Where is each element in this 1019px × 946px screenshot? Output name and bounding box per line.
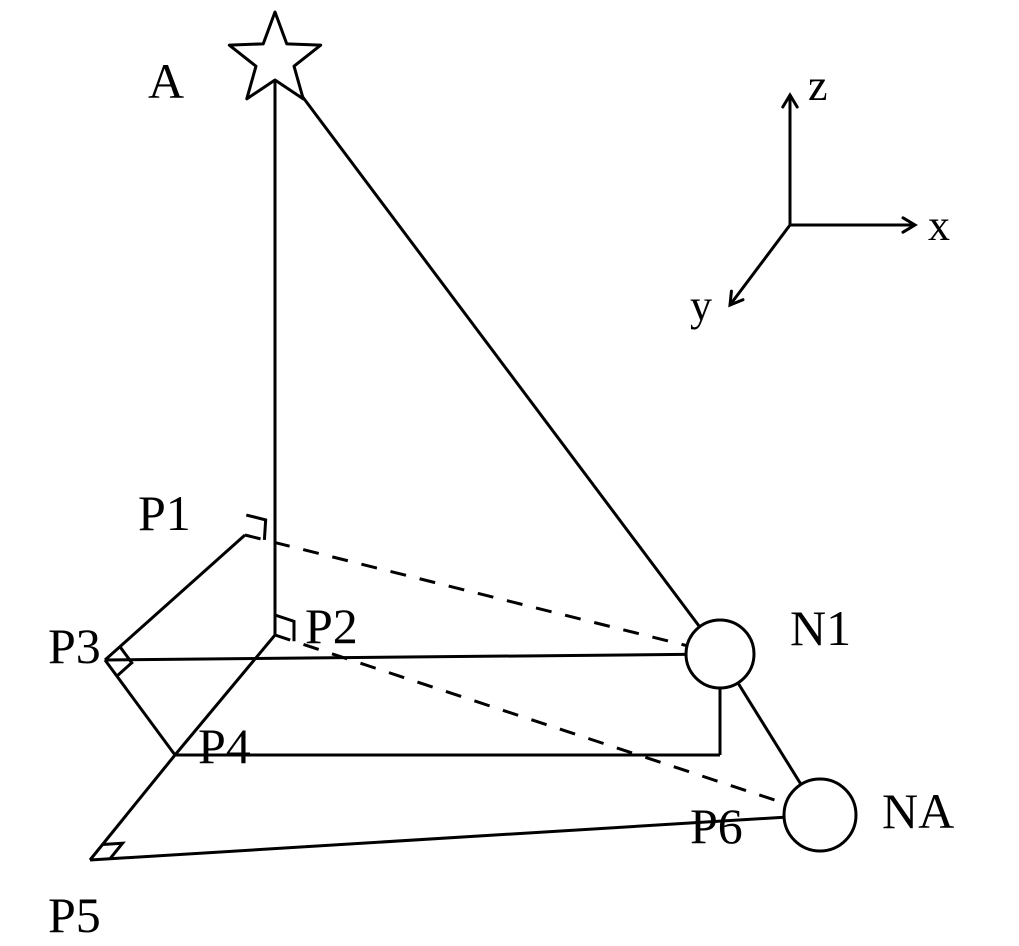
label-P2: P2 [305, 598, 358, 654]
right-angle-marker [103, 843, 123, 859]
label-N1: N1 [790, 600, 851, 656]
label-P6: P6 [690, 798, 743, 854]
axis-y-line [730, 225, 790, 305]
edge-P3-N1 [105, 654, 720, 660]
markers-layer [229, 12, 856, 851]
label-P3: P3 [48, 618, 101, 674]
label-NA: NA [882, 783, 954, 839]
label-A: A [148, 53, 184, 109]
label-P4: P4 [198, 718, 251, 774]
circle-icon-NA [784, 779, 856, 851]
label-z: z [808, 61, 828, 110]
right-angle-marker [117, 647, 132, 676]
edge-A-N1 [275, 60, 720, 654]
edge-P3-P4 [105, 660, 175, 755]
label-x: x [928, 201, 950, 250]
diagram-svg: A P1 P2 P3 P4 P5 P6 N1 NA z x y [0, 0, 1019, 946]
circle-icon-N1 [686, 620, 754, 688]
edge-P1-P3 [105, 535, 245, 660]
axes-layer [730, 95, 915, 305]
label-y: y [690, 281, 712, 330]
label-P5: P5 [48, 887, 101, 943]
label-P1: P1 [138, 485, 191, 541]
